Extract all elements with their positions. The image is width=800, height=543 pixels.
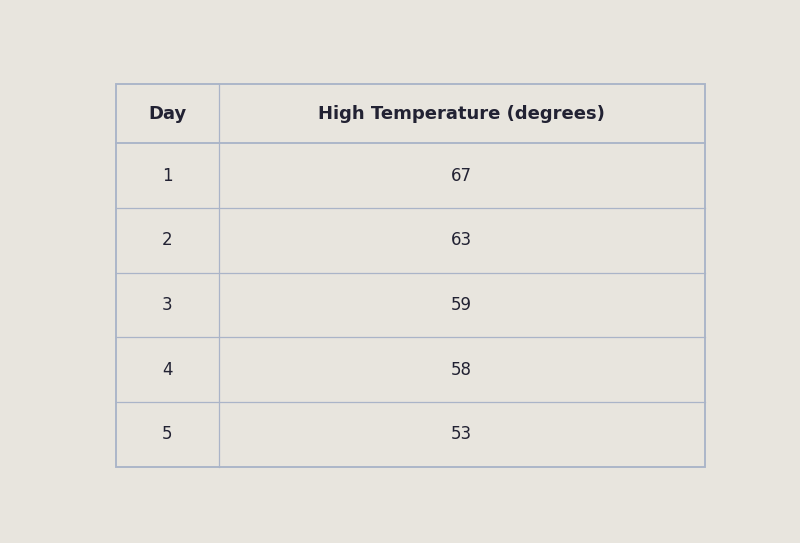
Text: 1: 1 bbox=[162, 167, 172, 185]
Text: Day: Day bbox=[148, 105, 186, 123]
Text: 2: 2 bbox=[162, 231, 172, 249]
Text: 53: 53 bbox=[451, 425, 472, 443]
Text: High Temperature (degrees): High Temperature (degrees) bbox=[318, 105, 605, 123]
Text: 58: 58 bbox=[451, 361, 472, 378]
Text: 3: 3 bbox=[162, 296, 172, 314]
Text: 5: 5 bbox=[162, 425, 172, 443]
Text: 63: 63 bbox=[451, 231, 472, 249]
Text: 4: 4 bbox=[162, 361, 172, 378]
Text: 67: 67 bbox=[451, 167, 472, 185]
Text: 59: 59 bbox=[451, 296, 472, 314]
